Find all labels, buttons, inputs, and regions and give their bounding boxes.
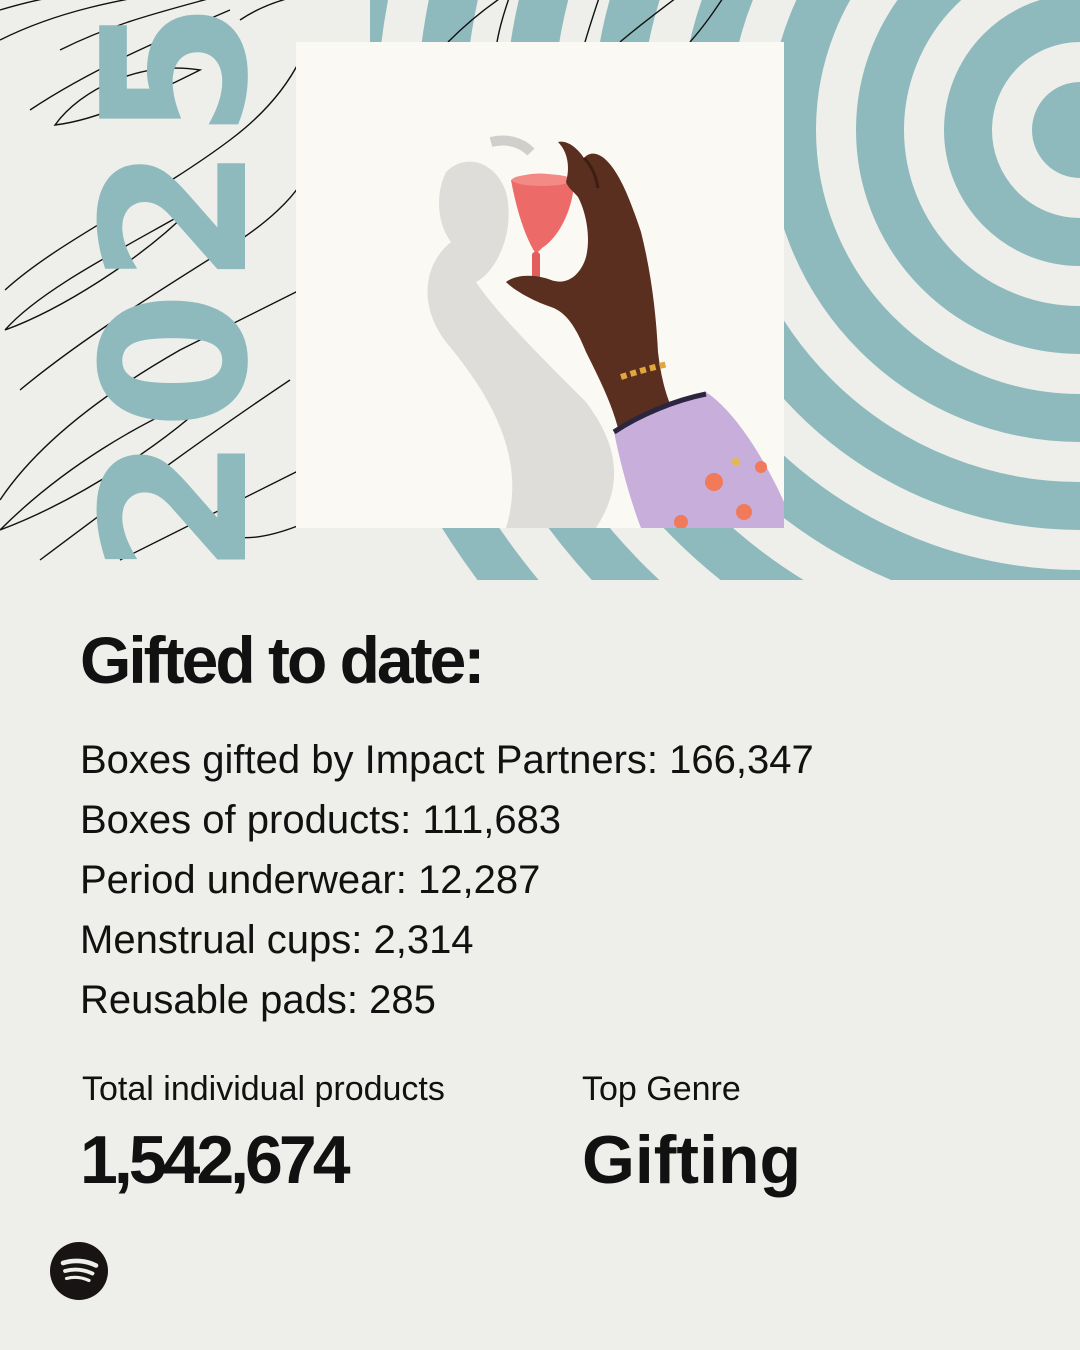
- stat-period-underwear: Period underwear: 12,287: [80, 858, 541, 902]
- gifted-summary: Gifted to date: Boxes gifted by Impact P…: [80, 620, 1000, 1030]
- stat-boxes-gifted: Boxes gifted by Impact Partners: 166,347: [80, 738, 814, 782]
- top-genre-value: Gifting: [582, 1122, 802, 1198]
- year-label: 2025: [60, 0, 293, 576]
- hero-section: 2025: [0, 0, 1080, 580]
- total-products-block: Total individual products 1,542,674: [80, 1066, 445, 1200]
- page-title: Gifted to date:: [80, 623, 485, 697]
- top-genre-label: Top Genre: [582, 1070, 741, 1108]
- total-products-label: Total individual products: [82, 1070, 445, 1108]
- spotify-logo-icon: [50, 1242, 108, 1300]
- stats-list: Boxes gifted by Impact Partners: 166,347…: [80, 730, 1000, 1030]
- hand-holding-menstrual-cup-image: [296, 42, 784, 528]
- total-products-value: 1,542,674: [80, 1122, 351, 1198]
- stat-reusable-pads: Reusable pads: 285: [80, 978, 436, 1022]
- top-genre-block: Top Genre Gifting: [582, 1066, 801, 1200]
- product-photo: [296, 42, 784, 528]
- stat-menstrual-cups: Menstrual cups: 2,314: [80, 918, 474, 962]
- totals-section: Total individual products 1,542,674 Top …: [80, 1066, 1000, 1206]
- stat-boxes-of-products: Boxes of products: 111,683: [80, 798, 562, 842]
